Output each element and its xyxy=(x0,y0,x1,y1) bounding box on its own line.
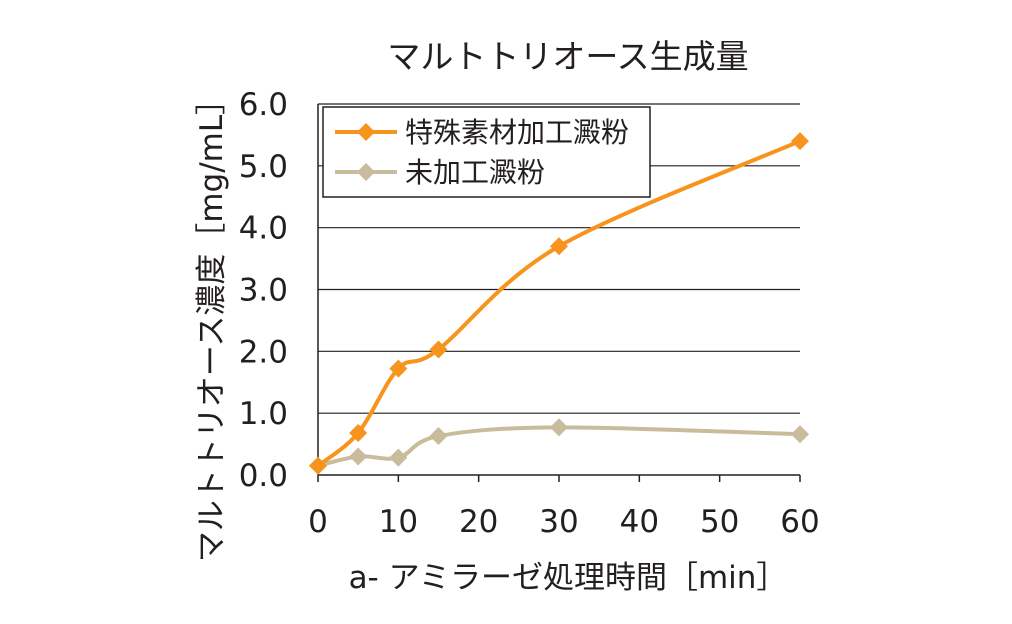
data-point xyxy=(349,447,368,466)
y-tick-label: 2.0 xyxy=(239,334,288,370)
series-group xyxy=(309,132,809,475)
y-tick-label: 0.0 xyxy=(239,458,288,494)
data-point xyxy=(349,423,368,442)
chart-title: マルトトリオース生成量 xyxy=(387,37,748,76)
x-tick-label: 30 xyxy=(539,504,578,540)
legend-marker xyxy=(357,123,375,141)
x-tick-label: 40 xyxy=(620,504,659,540)
x-axis-label: a- アミラーゼ処理時間［min］ xyxy=(349,560,788,596)
legend-marker xyxy=(357,163,375,181)
y-axis-ticks: 0.0 1.0 2.0 3.0 4.0 5.0 6.0 xyxy=(239,87,288,494)
data-point xyxy=(389,448,408,467)
x-tick-label: 50 xyxy=(700,504,739,540)
data-point xyxy=(550,237,568,256)
x-tick-label: 0 xyxy=(308,504,328,540)
data-point xyxy=(309,456,327,475)
series-group xyxy=(309,418,809,475)
legend-label: 未加工澱粉 xyxy=(405,156,545,189)
data-point xyxy=(550,418,568,437)
y-tick-label: 4.0 xyxy=(239,211,288,247)
data-point xyxy=(429,427,448,446)
y-tick-label: 1.0 xyxy=(239,396,288,432)
x-tick-label: 10 xyxy=(379,504,418,540)
y-tick-label: 3.0 xyxy=(239,273,288,309)
axes xyxy=(317,104,801,482)
data-point xyxy=(389,359,408,378)
data-point xyxy=(429,340,448,359)
x-tick-label: 20 xyxy=(459,504,498,540)
data-series xyxy=(309,132,809,475)
data-point xyxy=(791,132,809,151)
legend-label: 特殊素材加工澱粉 xyxy=(405,116,629,149)
data-point xyxy=(791,425,809,444)
y-tick-label: 5.0 xyxy=(239,149,288,185)
legend-box xyxy=(322,106,651,198)
x-tick-label: 60 xyxy=(780,504,819,540)
x-axis-ticks: 0 10 20 30 40 50 60 xyxy=(308,504,820,540)
y-axis-label: マルトトリオース濃度［mg/mL］ xyxy=(194,84,230,562)
y-tick-label: 6.0 xyxy=(239,87,288,123)
